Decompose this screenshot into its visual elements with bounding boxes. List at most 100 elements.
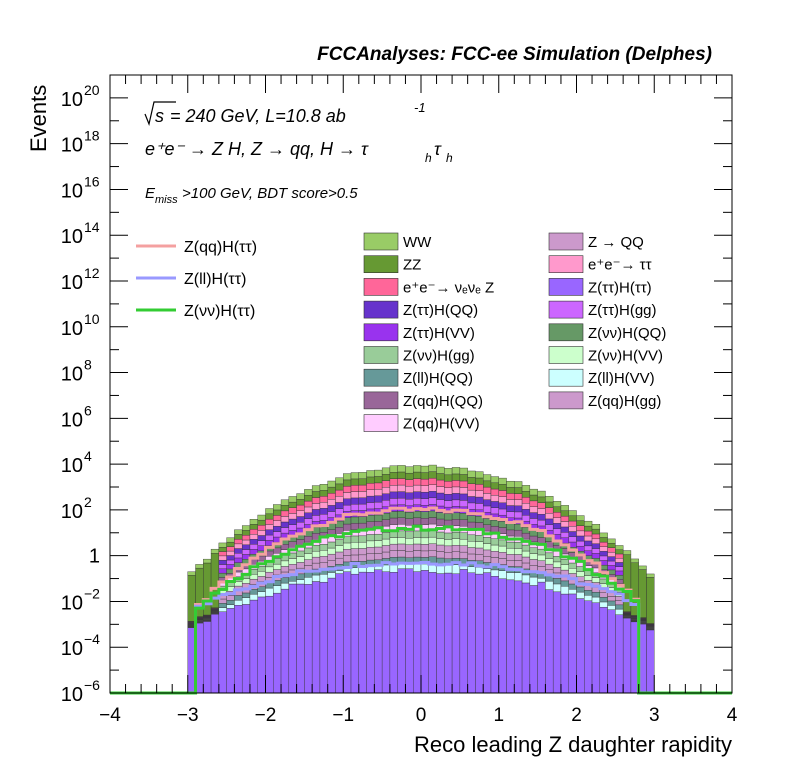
stack-bar bbox=[436, 486, 445, 494]
stack-bar bbox=[591, 591, 601, 598]
stack-bar bbox=[607, 556, 616, 562]
stack-bar bbox=[506, 499, 515, 506]
stack-bar bbox=[552, 512, 562, 518]
stack-bar bbox=[374, 501, 383, 509]
stack-bar bbox=[615, 608, 624, 615]
stack-bar bbox=[498, 484, 507, 491]
stack-bar bbox=[420, 531, 429, 539]
stack-bar bbox=[319, 544, 328, 551]
stack-bar bbox=[475, 490, 484, 498]
stack-bar bbox=[234, 553, 243, 559]
lumi-exponent: -1 bbox=[414, 100, 426, 115]
stack-bar bbox=[490, 476, 499, 483]
y-tick-label: 10 bbox=[61, 272, 83, 294]
stack-bar bbox=[451, 480, 461, 488]
stack-bar bbox=[467, 540, 476, 548]
stack-bar bbox=[226, 555, 235, 561]
stack-bar bbox=[280, 505, 290, 512]
stack-bar bbox=[296, 522, 305, 529]
stack-bar bbox=[444, 468, 453, 476]
stack-bar bbox=[405, 466, 414, 474]
stack-bar bbox=[249, 539, 258, 545]
stack-bar bbox=[529, 547, 538, 554]
stack-bar bbox=[218, 611, 227, 694]
stack-bar bbox=[397, 484, 406, 492]
signal-lines bbox=[110, 506, 732, 695]
stack-bar bbox=[381, 500, 391, 507]
legend-label: Z(ll)H(QQ) bbox=[403, 370, 473, 387]
stack-bar bbox=[241, 604, 251, 694]
stack-bar bbox=[405, 518, 414, 526]
stack-bar bbox=[521, 574, 531, 584]
stack-bar bbox=[420, 518, 429, 525]
stack-bar bbox=[405, 538, 414, 545]
stack-bar bbox=[451, 493, 461, 501]
stack-bar bbox=[436, 551, 445, 559]
stack-bar bbox=[428, 536, 437, 544]
stack-bar bbox=[257, 596, 266, 694]
stack-bar bbox=[560, 505, 569, 511]
stack-bar bbox=[249, 544, 258, 550]
stack-bar bbox=[483, 486, 492, 494]
stack-bar bbox=[529, 506, 538, 513]
stack-bar bbox=[436, 512, 445, 520]
stack-bar bbox=[389, 491, 398, 499]
stack-bar bbox=[459, 487, 468, 495]
stack-bar bbox=[413, 543, 422, 551]
stack-bar bbox=[584, 545, 593, 551]
stack-bar bbox=[545, 496, 554, 503]
stack-bar bbox=[350, 554, 359, 562]
stack-bar bbox=[560, 580, 569, 587]
stack-bar bbox=[615, 549, 624, 555]
y-tick-label: 10 bbox=[61, 180, 83, 202]
stack-bar bbox=[234, 595, 243, 601]
stack-bar bbox=[405, 531, 414, 539]
stack-bar bbox=[327, 480, 336, 488]
y-tick-label: 10 bbox=[61, 684, 83, 706]
sqrt-icon bbox=[144, 101, 176, 127]
stack-bar bbox=[638, 565, 647, 570]
stack-bar bbox=[584, 595, 593, 601]
stack-bar bbox=[226, 599, 235, 605]
stack-bar bbox=[459, 467, 468, 475]
stack-bar bbox=[405, 498, 414, 506]
process-subscript-2: h bbox=[446, 151, 453, 165]
stack-bar bbox=[358, 503, 367, 511]
stack-bar bbox=[374, 546, 383, 554]
stack-bar bbox=[545, 589, 554, 694]
stack-bar bbox=[358, 571, 367, 694]
stack-bar bbox=[405, 551, 414, 558]
stack-bar bbox=[498, 552, 507, 559]
stack-bar bbox=[475, 547, 484, 555]
stack-bar bbox=[413, 530, 422, 538]
stack-bar bbox=[451, 473, 461, 481]
stack-bar bbox=[459, 493, 468, 501]
stack-bar bbox=[257, 525, 266, 531]
cut-text: >100 GeV, BDT score>0.5 bbox=[182, 185, 358, 202]
stack-bar bbox=[537, 577, 546, 583]
stack-bar bbox=[389, 478, 398, 486]
stack-bar bbox=[234, 548, 243, 554]
y-tick-label: 10 bbox=[61, 318, 83, 340]
stack-bar bbox=[280, 521, 290, 528]
stack-bar bbox=[413, 491, 422, 499]
stack-bar bbox=[506, 541, 515, 549]
stack-bar bbox=[591, 528, 601, 535]
stack-bar bbox=[529, 559, 538, 566]
stack-bar bbox=[498, 545, 507, 553]
signal-line-1 bbox=[110, 561, 732, 695]
stack-bar bbox=[296, 510, 305, 517]
stack-bar bbox=[343, 473, 352, 481]
stack-bar bbox=[451, 512, 461, 520]
legend-swatch bbox=[363, 391, 399, 410]
stack-bar bbox=[280, 527, 290, 534]
stack-bar bbox=[343, 498, 352, 506]
stack-bar bbox=[335, 570, 344, 574]
stack-bar bbox=[374, 482, 383, 490]
stack-bar bbox=[498, 502, 507, 510]
stack-bar bbox=[304, 518, 313, 525]
stack-bar bbox=[537, 581, 546, 694]
signal-line-2 bbox=[110, 524, 732, 695]
stack-bar bbox=[249, 529, 258, 535]
stack-bar bbox=[467, 547, 476, 555]
